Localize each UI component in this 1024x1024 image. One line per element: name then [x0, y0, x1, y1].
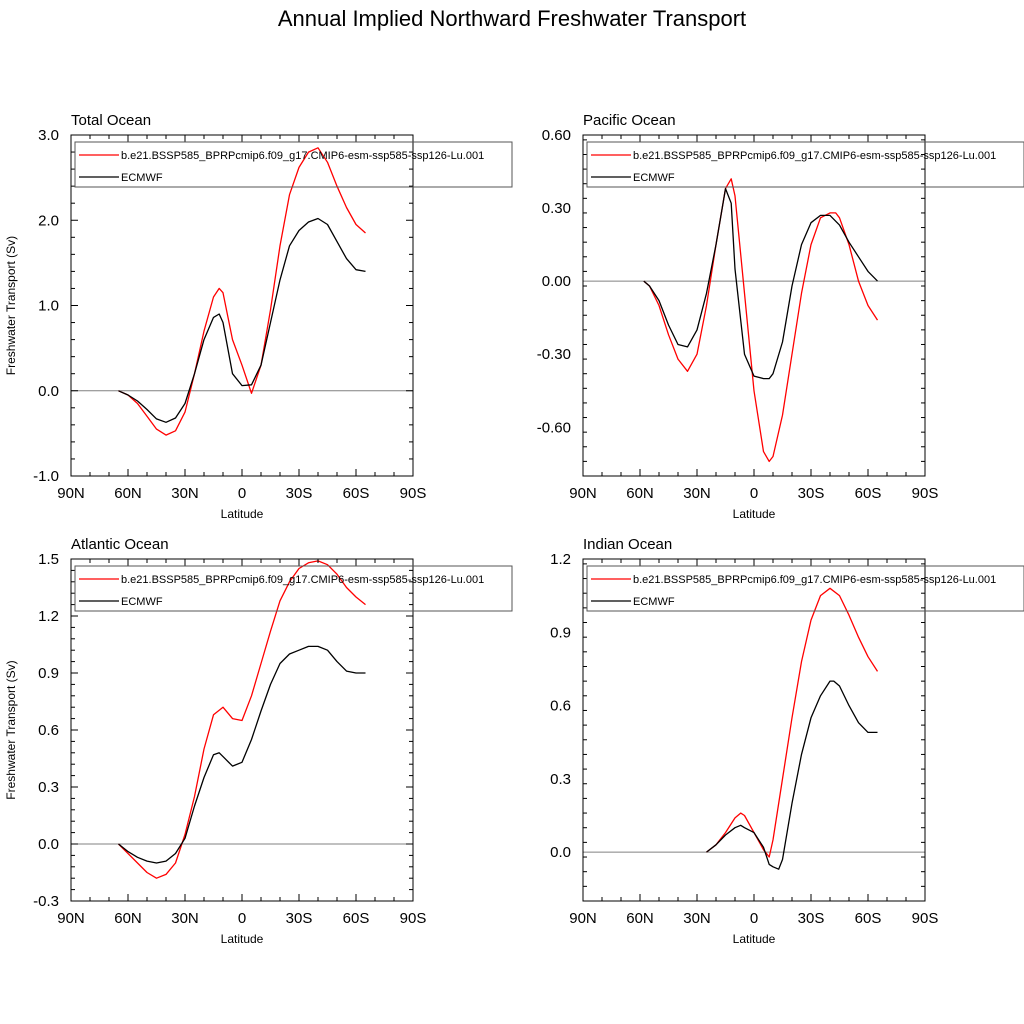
legend-box [74, 141, 513, 188]
y-tick-label: 0.9 [38, 665, 59, 682]
legend-label: b.e21.BSSP585_BPRPcmip6.f09_g17.CMIP6-es… [121, 574, 484, 586]
legend-label: ECMWF [633, 596, 675, 608]
y-tick-label: 1.2 [550, 551, 571, 568]
legend-box [586, 141, 1024, 188]
x-tick-label: 30N [683, 910, 711, 927]
y-tick-label: -1.0 [33, 468, 59, 485]
y-axis-label: Freshwater Transport (Sv) [4, 660, 18, 799]
legend-label: ECMWF [633, 172, 675, 184]
y-tick-label: 0.9 [550, 624, 571, 641]
x-tick-label: 60S [855, 485, 882, 502]
y-tick-label: 0.0 [38, 836, 59, 853]
x-tick-label: 90S [400, 485, 427, 502]
x-tick-label: 90N [569, 485, 597, 502]
legend-label: ECMWF [121, 172, 163, 184]
panel-indian-ocean: Indian Ocean 90N 60N 30N 0 30S 60S 90S 0.0 0.3 0.6… [550, 536, 1024, 946]
x-tick-label: 60S [343, 910, 370, 927]
y-tick-label: 1.2 [38, 608, 59, 625]
x-tick-label: 90S [912, 485, 939, 502]
y-tick-label: -0.3 [33, 893, 59, 910]
y-tick-label: 0.0 [550, 844, 571, 861]
x-tick-label: 0 [750, 485, 758, 502]
x-tick-label: 30N [683, 485, 711, 502]
x-axis-label: Latitude [221, 932, 264, 946]
panel-title: Total Ocean [71, 112, 151, 129]
panel-pacific-ocean: Pacific Ocean 90N 60N 30N 0 30S 60S 90S -0.60 -0.… [537, 112, 1024, 521]
series-line-model [118, 560, 366, 879]
y-tick-label: -0.30 [537, 346, 571, 363]
x-tick-label: 60N [626, 910, 654, 927]
legend-label: b.e21.BSSP585_BPRPcmip6.f09_g17.CMIP6-es… [121, 150, 484, 162]
panel-title: Atlantic Ocean [71, 536, 169, 553]
y-tick-label: 3.0 [38, 127, 59, 144]
x-tick-label: 60S [343, 485, 370, 502]
x-tick-label: 90N [569, 910, 597, 927]
y-axis-label: Freshwater Transport (Sv) [4, 236, 18, 375]
x-tick-label: 30N [171, 485, 199, 502]
series-line-ecmwf [706, 680, 878, 870]
x-tick-label: 0 [238, 485, 246, 502]
panel-title: Indian Ocean [583, 536, 672, 553]
legend-label: b.e21.BSSP585_BPRPcmip6.f09_g17.CMIP6-es… [633, 574, 996, 586]
x-tick-label: 30S [798, 910, 825, 927]
series-line-model [706, 587, 879, 858]
x-tick-label: 60N [114, 910, 142, 927]
x-tick-label: 30N [171, 910, 199, 927]
x-tick-label: 30S [286, 910, 313, 927]
legend-box [586, 565, 1024, 612]
panel-atlantic-ocean: Atlantic Ocean 90N 60N 30N 0 30S 60S 90S -0.3 0.0… [4, 536, 513, 946]
series-line-ecmwf [118, 645, 366, 864]
x-tick-label: 0 [750, 910, 758, 927]
x-tick-label: 30S [286, 485, 313, 502]
y-tick-label: 2.0 [38, 212, 59, 229]
x-tick-label: 60N [626, 485, 654, 502]
panel-total-ocean: Total Ocean 90N 60N 30N 0 30S 60S 90S -1.0 0.0 1.0… [4, 112, 513, 521]
series-line-model [118, 147, 366, 436]
x-tick-label: 60N [114, 485, 142, 502]
series-line-ecmwf [118, 217, 366, 423]
y-tick-label: 0.6 [38, 722, 59, 739]
panel-title: Pacific Ocean [583, 112, 676, 129]
x-tick-label: 30S [798, 485, 825, 502]
x-axis-label: Latitude [733, 932, 776, 946]
y-tick-label: 0.0 [38, 383, 59, 400]
y-tick-label: 0.3 [550, 771, 571, 788]
x-tick-label: 90N [57, 485, 85, 502]
series-line-ecmwf [643, 187, 878, 380]
y-tick-label: 0.6 [550, 698, 571, 715]
x-tick-label: 90S [912, 910, 939, 927]
y-tick-label: 1.0 [38, 298, 59, 315]
main-title: Annual Implied Northward Freshwater Tran… [277, 6, 747, 31]
x-tick-label: 90N [57, 910, 85, 927]
series-line-model [643, 178, 879, 463]
y-tick-label: 0.30 [542, 200, 571, 217]
x-axis-label: Latitude [221, 507, 264, 521]
y-tick-label: -0.60 [537, 419, 571, 436]
x-tick-label: 0 [238, 910, 246, 927]
legend-label: b.e21.BSSP585_BPRPcmip6.f09_g17.CMIP6-es… [633, 150, 996, 162]
legend-box [74, 565, 513, 612]
legend-label: ECMWF [121, 596, 163, 608]
y-tick-label: 1.5 [38, 551, 59, 568]
x-tick-label: 90S [400, 910, 427, 927]
y-tick-label: 0.3 [38, 779, 59, 796]
x-axis-label: Latitude [733, 507, 776, 521]
y-tick-label: 0.00 [542, 273, 571, 290]
x-tick-label: 60S [855, 910, 882, 927]
y-tick-label: 0.60 [542, 127, 571, 144]
